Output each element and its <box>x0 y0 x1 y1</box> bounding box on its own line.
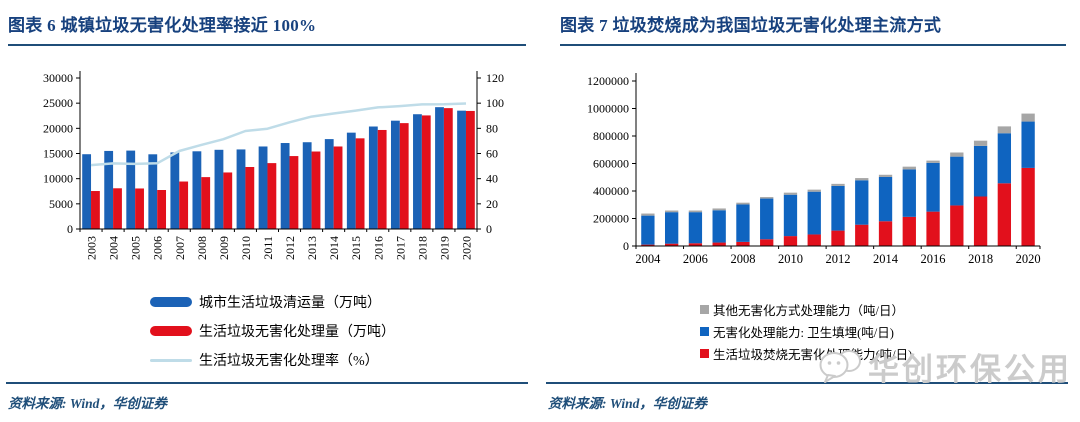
svg-text:1200000: 1200000 <box>587 74 629 88</box>
svg-text:5000: 5000 <box>49 197 73 211</box>
legend-item-harmless-rate: 生活垃圾无害化处理率（%） <box>150 350 395 370</box>
incineration-capacity-swatch <box>700 349 709 358</box>
svg-text:0: 0 <box>623 239 629 253</box>
svg-text:0: 0 <box>486 222 492 236</box>
figure-6-panel: 图表 6 城镇垃圾无害化处理率接近 100% 0 5000 10000 15000 20… <box>6 16 528 411</box>
svg-text:30000: 30000 <box>43 71 73 85</box>
legend-item-incineration-capacity: 生活垃圾焚烧无害化处理能力(吨/日) <box>700 344 912 363</box>
svg-text:2016: 2016 <box>371 236 385 260</box>
svg-text:2020: 2020 <box>459 236 473 260</box>
svg-text:0: 0 <box>67 222 73 236</box>
svg-text:2016: 2016 <box>921 252 946 266</box>
svg-text:2017: 2017 <box>393 236 407 260</box>
svg-text:10000: 10000 <box>43 172 73 186</box>
svg-text:2003: 2003 <box>85 236 99 260</box>
legend-label: 生活垃圾焚烧无害化处理能力(吨/日) <box>713 348 913 362</box>
figure-7-panel: 图表 7 垃圾焚烧成为我国垃圾无害化处理主流方式 0 200000 400000 60… <box>540 0 1080 422</box>
figure-7-bottom-rule <box>546 382 1068 384</box>
svg-text:2014: 2014 <box>873 252 899 266</box>
legend-label: 生活垃圾无害化处理率（%） <box>199 354 379 369</box>
svg-text:2007: 2007 <box>173 236 187 260</box>
svg-text:200000: 200000 <box>593 212 629 226</box>
svg-text:15000: 15000 <box>43 147 73 161</box>
svg-text:40: 40 <box>486 172 498 186</box>
svg-text:2018: 2018 <box>968 252 993 266</box>
figure-6-bottom-rule <box>6 382 528 384</box>
figure-6-legend: 城市生活垃圾清运量（万吨） 生活垃圾无害化处理量（万吨） 生活垃圾无害化处理率（… <box>150 292 395 379</box>
figure-6-title-rule <box>8 44 526 46</box>
legend-item-other-capacity: 其他无害化方式处理能力（吨/日） <box>700 300 912 319</box>
legend-label: 无害化处理能力: 卫生填埋(吨/日) <box>713 326 894 340</box>
legend-item-harmless-volume: 生活垃圾无害化处理量（万吨） <box>150 321 395 341</box>
figure-6-source: 资料来源: Wind，华创证券 <box>8 396 167 411</box>
svg-text:2010: 2010 <box>239 236 253 260</box>
svg-text:2009: 2009 <box>217 236 231 260</box>
clearance-bar-swatch <box>150 297 192 307</box>
svg-text:100: 100 <box>486 96 504 110</box>
svg-text:2006: 2006 <box>151 236 165 260</box>
svg-text:2018: 2018 <box>415 236 429 260</box>
svg-text:60: 60 <box>486 147 498 161</box>
svg-text:1000000: 1000000 <box>587 102 629 116</box>
svg-text:600000: 600000 <box>593 157 629 171</box>
svg-text:2010: 2010 <box>778 252 803 266</box>
svg-text:2013: 2013 <box>305 236 319 260</box>
figure-6-chart: 0 5000 10000 15000 20000 25000 30000 0 20 40 60 80 1… <box>43 71 504 260</box>
svg-text:2004: 2004 <box>107 236 121 260</box>
svg-text:20000: 20000 <box>43 121 73 135</box>
other-capacity-swatch <box>700 305 709 314</box>
svg-text:2005: 2005 <box>129 236 143 260</box>
figure-7-title-rule <box>560 44 1066 46</box>
svg-text:80: 80 <box>486 121 498 135</box>
legend-label: 城市生活垃圾清运量（万吨） <box>199 296 381 311</box>
figure-7-legend: 其他无害化方式处理能力（吨/日） 无害化处理能力: 卫生填埋(吨/日) 生活垃圾… <box>700 300 912 366</box>
svg-text:2020: 2020 <box>1016 252 1041 266</box>
svg-text:800000: 800000 <box>593 129 629 143</box>
figure-7-title: 图表 7 垃圾焚烧成为我国垃圾无害化处理主流方式 <box>560 16 942 35</box>
landfill-capacity-swatch <box>700 327 709 336</box>
svg-text:400000: 400000 <box>593 184 629 198</box>
figure-6-title: 图表 6 城镇垃圾无害化处理率接近 100% <box>8 16 317 35</box>
svg-text:2008: 2008 <box>195 236 209 260</box>
figure-7-source: 资料来源: Wind，华创证券 <box>548 396 707 411</box>
figure-7-chart: 0 200000 400000 600000 800000 1000000 1200000 2… <box>587 73 1041 266</box>
svg-text:2015: 2015 <box>349 236 363 260</box>
legend-label: 其他无害化方式处理能力（吨/日） <box>713 304 904 318</box>
svg-text:120: 120 <box>486 71 504 85</box>
legend-label: 生活垃圾无害化处理量（万吨） <box>199 325 395 340</box>
harmless-bar-swatch <box>150 326 192 336</box>
svg-text:2012: 2012 <box>826 252 851 266</box>
svg-text:25000: 25000 <box>43 96 73 110</box>
svg-text:2019: 2019 <box>437 236 451 260</box>
svg-text:2008: 2008 <box>730 252 755 266</box>
svg-text:2014: 2014 <box>327 236 341 260</box>
svg-text:2004: 2004 <box>635 252 661 266</box>
svg-text:2006: 2006 <box>683 252 708 266</box>
svg-text:2012: 2012 <box>283 236 297 260</box>
rate-line-swatch <box>150 359 192 362</box>
legend-item-landfill-capacity: 无害化处理能力: 卫生填埋(吨/日) <box>700 322 912 341</box>
svg-text:20: 20 <box>486 197 498 211</box>
legend-item-clearance-volume: 城市生活垃圾清运量（万吨） <box>150 292 395 312</box>
svg-text:2011: 2011 <box>261 236 275 260</box>
